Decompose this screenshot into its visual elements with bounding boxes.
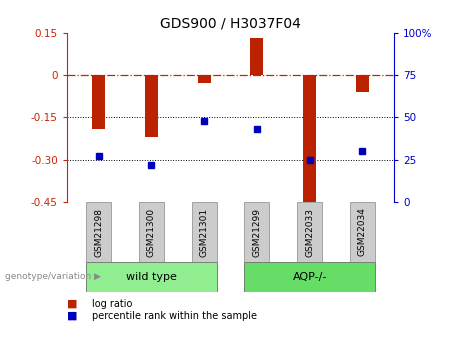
Bar	[244, 262, 375, 292]
Bar	[86, 262, 217, 292]
Text: percentile rank within the sample: percentile rank within the sample	[92, 311, 257, 321]
Bar	[244, 202, 269, 262]
Text: GSM21298: GSM21298	[94, 207, 103, 257]
Text: AQP-/-: AQP-/-	[292, 272, 327, 282]
Bar	[145, 75, 158, 137]
Text: ■: ■	[67, 299, 77, 308]
Text: log ratio: log ratio	[92, 299, 133, 308]
Text: ■: ■	[67, 311, 77, 321]
Bar	[86, 202, 111, 262]
Bar	[139, 202, 164, 262]
Text: GSM21300: GSM21300	[147, 207, 156, 257]
Text: genotype/variation ▶: genotype/variation ▶	[5, 272, 100, 282]
Title: GDS900 / H3037F04: GDS900 / H3037F04	[160, 16, 301, 30]
Bar	[350, 202, 375, 262]
Text: wild type: wild type	[126, 272, 177, 282]
Text: GSM21301: GSM21301	[200, 207, 209, 257]
Bar	[250, 38, 264, 75]
Text: GSM22033: GSM22033	[305, 207, 314, 257]
Bar	[197, 75, 211, 83]
Bar	[297, 202, 322, 262]
Bar	[303, 75, 316, 207]
Bar	[192, 202, 217, 262]
Text: GSM22034: GSM22034	[358, 208, 367, 256]
Bar	[356, 75, 369, 92]
Text: GSM21299: GSM21299	[252, 207, 261, 257]
Bar	[92, 75, 105, 129]
